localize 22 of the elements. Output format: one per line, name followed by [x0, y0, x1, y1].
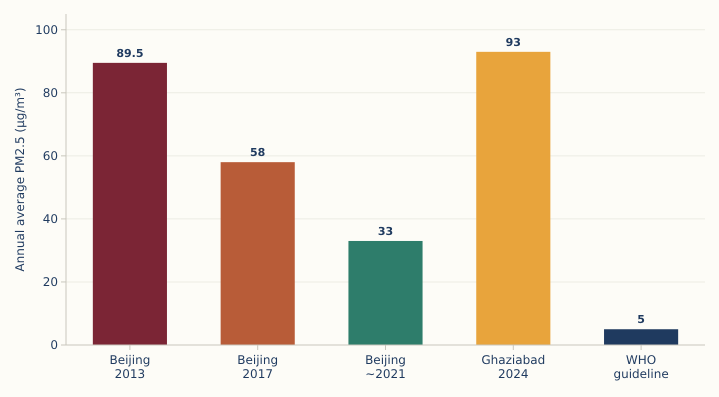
y-tick-label: 60: [42, 149, 58, 164]
data-label: 89.5: [116, 46, 144, 60]
y-tick-label: 100: [35, 22, 58, 37]
y-tick-label: 80: [42, 86, 58, 100]
bar: [348, 240, 423, 345]
y-axis-title: Annual average PM2.5 (µg/m³): [13, 87, 27, 272]
x-tick-label: Beijing ~2021: [365, 353, 406, 381]
data-label: 58: [250, 146, 266, 160]
bar: [604, 329, 678, 345]
y-tick-label: 20: [42, 275, 58, 290]
data-label: 33: [378, 224, 394, 238]
data-label: 93: [506, 36, 521, 49]
x-tick-label: Beijing 2013: [109, 353, 150, 381]
y-tick-label: 40: [42, 212, 58, 226]
x-tick-label: Beijing 2017: [237, 353, 278, 381]
x-tick-label: Ghaziabad 2024: [481, 353, 546, 381]
bar: [92, 62, 167, 345]
bar: [476, 52, 550, 345]
bar: [220, 162, 295, 345]
y-tick-label: 0: [50, 338, 58, 352]
data-label: 5: [637, 313, 645, 326]
x-tick-label: WHO guideline: [613, 353, 669, 381]
